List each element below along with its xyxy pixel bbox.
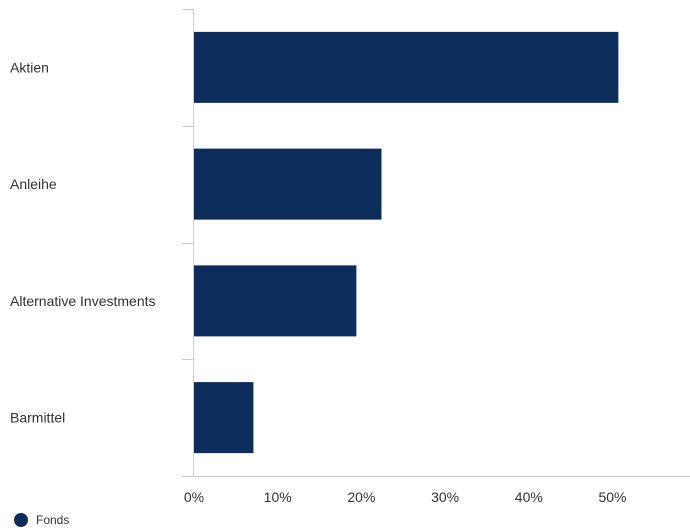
category-label-alternative-investments: Alternative Investments — [10, 293, 156, 309]
category-labels: Aktien Anleihe Alternative Investments Barm… — [10, 59, 156, 425]
category-label-anleihe: Anleihe — [10, 176, 57, 192]
x-tick-label: 10% — [264, 489, 292, 505]
x-tick-label: 0% — [184, 489, 204, 505]
axes — [182, 9, 690, 477]
x-tick-label: 30% — [431, 489, 459, 505]
bars — [194, 31, 619, 454]
x-tick-label: 50% — [598, 489, 626, 505]
bar-anleihe — [194, 148, 382, 220]
legend-label-fonds: Fonds — [36, 513, 70, 527]
legend-marker — [14, 513, 28, 527]
bar-chart: Aktien Anleihe Alternative Investments Barm… — [10, 9, 690, 505]
category-label-aktien: Aktien — [10, 59, 49, 75]
bar-aktien — [194, 31, 619, 103]
category-label-barmittel: Barmittel — [10, 410, 65, 426]
legend[interactable]: Fonds — [14, 513, 69, 527]
x-tick-label: 40% — [515, 489, 543, 505]
x-tick-label: 20% — [347, 489, 375, 505]
bar-barmittel — [194, 382, 254, 454]
bar-alternative-investments — [194, 265, 357, 337]
x-tick-labels: 0% 10% 20% 30% 40% 50% — [184, 489, 627, 505]
